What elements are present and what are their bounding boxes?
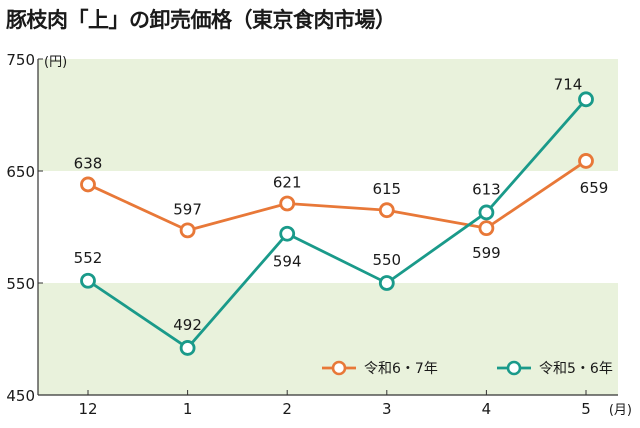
data-label: 621: [273, 173, 302, 191]
data-label: 594: [273, 253, 302, 271]
x-tick-label: 2: [282, 400, 292, 418]
series-0: 638 597 621 615 599 659: [74, 153, 609, 262]
x-tick-label: 12: [78, 400, 97, 418]
background-band-1: [38, 283, 618, 395]
axes: [37, 59, 618, 396]
legend: 令和6・7年 令和5・6年: [322, 360, 613, 377]
data-label: 599: [472, 244, 501, 262]
x-tick-label: 3: [382, 400, 392, 418]
legend-label: 令和5・6年: [539, 361, 613, 377]
y-tick-label: 550: [6, 275, 35, 293]
x-tick-label: 1: [183, 400, 193, 418]
data-label: 550: [372, 251, 401, 269]
legend-label: 令和6・7年: [364, 361, 438, 377]
background-band-0: [38, 59, 618, 171]
data-label: 613: [472, 180, 501, 198]
data-point: [378, 202, 395, 219]
series-layer: 638 597 621 615 599 659 552 492 594 550 613 714: [74, 75, 609, 356]
y-tick-label: 650: [6, 163, 35, 181]
data-point: [378, 275, 395, 291]
x-tick-label: 4: [482, 400, 492, 418]
y-tick-label: 450: [6, 387, 35, 405]
data-point: [279, 225, 296, 242]
x-unit-label: (月): [609, 403, 632, 418]
series-line: [87, 159, 587, 232]
y-tick-label: 750: [6, 51, 35, 69]
series-1: 552 492 594 550 613 714: [74, 75, 594, 356]
data-point: [478, 220, 495, 237]
y-unit-label: (円): [44, 55, 67, 70]
data-point: [578, 91, 594, 108]
data-label: 615: [372, 180, 401, 198]
data-label: 659: [580, 179, 609, 197]
background-bands: [38, 59, 618, 395]
data-label: 492: [173, 316, 202, 334]
data-label: 638: [74, 154, 103, 172]
legend-item-0: 令和6・7年: [322, 360, 438, 377]
legend-marker: [331, 360, 347, 376]
data-point: [179, 222, 196, 239]
data-point: [179, 340, 196, 356]
data-label: 597: [173, 200, 202, 218]
data-point: [80, 176, 96, 193]
data-point: [478, 204, 495, 221]
data-label: 714: [554, 75, 583, 93]
x-tick-label: 5: [581, 400, 591, 418]
series-line: [87, 98, 588, 350]
chart-title: 豚枝肉「上」の卸売価格（東京食肉市場）: [6, 8, 396, 32]
data-point: [80, 272, 96, 289]
legend-marker: [506, 360, 522, 376]
data-point: [279, 195, 296, 212]
data-point: [578, 153, 594, 169]
legend-item-1: 令和5・6年: [497, 360, 613, 377]
data-label: 552: [74, 249, 103, 267]
